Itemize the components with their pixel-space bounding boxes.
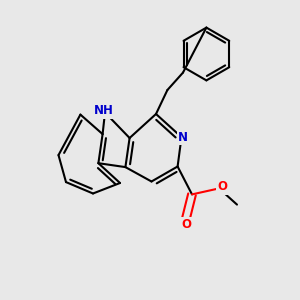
Text: NH: NH [94, 104, 113, 118]
Text: O: O [217, 180, 227, 194]
Text: O: O [181, 218, 191, 231]
Text: N: N [178, 130, 188, 144]
